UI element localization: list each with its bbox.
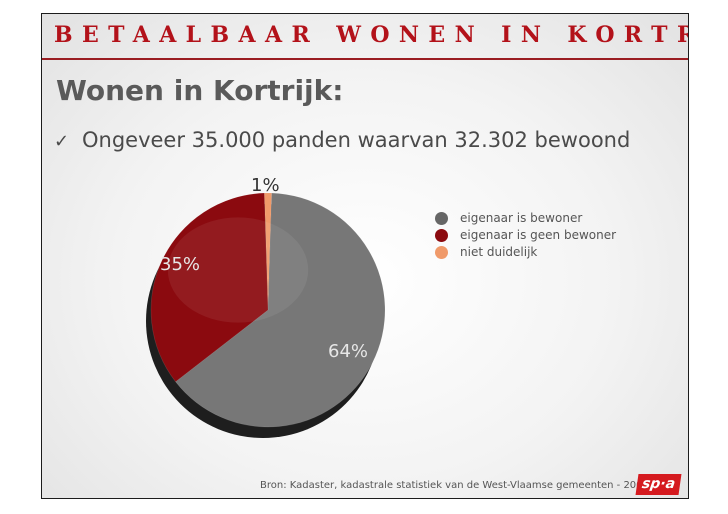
check-icon: ✓ (54, 131, 70, 152)
legend-item: eigenaar is bewoner (435, 210, 616, 226)
data-label-eigenaar-is-bewoner: 64% (328, 341, 368, 362)
pie-slice-niet-duidelijk (264, 192, 272, 311)
bullet-item: ✓ Ongeveer 35.000 panden waarvan 32.302 b… (54, 128, 630, 152)
legend-label: eigenaar is geen bewoner (460, 228, 617, 242)
legend-item: niet duidelijk (435, 244, 616, 260)
legend-swatch (435, 245, 448, 259)
legend-swatch (435, 228, 448, 242)
pie-highlight (167, 217, 309, 323)
slide: BETAALBAAR WONEN IN KORTRIJK Wonen in Ko… (41, 13, 689, 499)
spa-logo: sp·a (635, 474, 682, 495)
slide-banner: BETAALBAAR WONEN IN KORTRIJK (54, 22, 688, 48)
chart-legend: eigenaar is bewoner eigenaar is geen bewo… (435, 210, 616, 261)
legend-item: eigenaar is geen bewoner (435, 227, 616, 243)
legend-label: eigenaar is bewoner (460, 211, 583, 225)
source-note: Bron: Kadaster, kadastrale statistiek va… (260, 480, 649, 491)
legend-swatch (435, 211, 448, 225)
pie-slice-eigenaar-is-geen-bewoner (150, 192, 269, 383)
bullet-text: Ongeveer 35.000 panden waarvan 32.302 be… (82, 128, 631, 152)
pie-chart: 64% 35% 1% (146, 175, 386, 438)
data-label-eigenaar-is-geen-bewoner: 35% (160, 254, 200, 275)
banner-divider (42, 58, 688, 60)
slide-heading: Wonen in Kortrijk: (56, 74, 344, 107)
data-label-niet-duidelijk: 1% (251, 175, 280, 196)
pie-slice-eigenaar-is-bewoner (175, 192, 386, 428)
legend-label: niet duidelijk (460, 245, 538, 259)
